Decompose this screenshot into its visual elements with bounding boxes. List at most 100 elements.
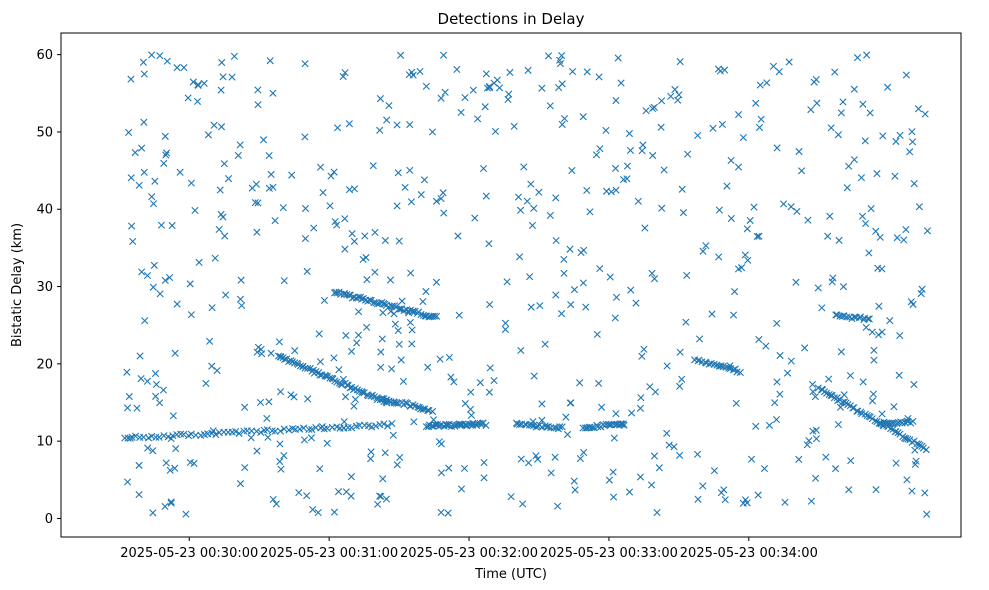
data-point-noise [457,108,465,116]
data-point-noise [576,379,584,387]
data-point-noise [536,302,544,310]
data-point-noise [126,434,134,442]
data-point-noise [650,103,658,111]
data-point-noise [386,276,395,284]
data-point-noise [152,392,160,400]
data-point-noise [845,486,853,494]
y-tick-label: 0 [45,512,53,527]
data-point-noise [752,422,760,430]
data-point-noise [812,435,821,443]
data-point-noise [439,189,447,197]
data-point-noise [482,70,490,78]
plot-frame [60,32,962,538]
data-point-track-flat-11-9 [558,423,566,431]
data-point-track-flat-11-9 [544,423,552,431]
data-point-noise [847,457,855,465]
data-point-noise [424,363,432,371]
data-point-noise [676,382,684,390]
data-point-noise [367,455,375,463]
data-point-noise [534,455,542,463]
data-point-noise [254,101,262,109]
data-point-noise [507,493,515,501]
data-point-noise [676,451,684,459]
data-point-noise [804,216,812,224]
data-point-noise [469,86,477,94]
data-point-noise [330,508,338,516]
data-point-noise [519,500,527,508]
data-point-noise [667,92,675,100]
data-point-noise [904,414,912,423]
data-point-noise [583,68,591,76]
data-point-noise [910,180,918,188]
data-point-noise [347,473,355,481]
data-point-noise [554,502,562,510]
data-point-noise [304,395,312,403]
data-point-noise [161,276,169,284]
data-point-noise [160,159,168,167]
data-point-noise [510,122,518,130]
data-point-noise [628,409,636,417]
data-point-noise [517,346,525,355]
data-point-noise [850,85,858,93]
y-tick-label: 30 [36,280,53,295]
data-point-noise [316,465,324,473]
data-point-noise [787,203,795,211]
data-point-noise [721,496,729,504]
data-point-noise [287,391,295,399]
data-point-noise [743,225,751,233]
data-point-noise [391,320,399,328]
data-point-track-flat-11-9 [556,423,564,431]
data-point-noise [419,297,427,306]
data-point-noise [301,60,309,68]
data-point-noise [407,269,415,277]
x-tick-label: 2025-05-23 00:33:00 [540,546,678,561]
x-axis-ticks: 2025-05-23 00:30:00 2025-05-23 00:31:00 20… [120,537,818,561]
data-point-noise [826,212,834,220]
data-point-noise [807,106,815,114]
data-point-noise [381,236,389,245]
data-point-track-slow-rise [384,422,392,430]
data-point-noise [596,264,604,273]
data-point-noise [793,207,801,216]
data-point-noise [831,465,840,473]
data-point-noise [310,224,318,232]
data-point-noise [480,458,488,467]
data-point-noise [560,255,568,264]
data-point-noise [495,84,504,92]
data-point-noise [755,123,764,132]
data-point-noise [479,164,488,173]
data-point-noise [230,52,238,60]
data-point-track-flat-12 [443,421,451,429]
data-point-noise [657,123,665,131]
data-point-noise [773,144,781,152]
data-point-noise [167,434,175,443]
data-point-noise [303,267,311,275]
data-point-noise [259,136,268,144]
data-point-track-late-descending [892,427,900,436]
data-point-track-slow-rise [372,422,380,430]
data-point-noise [140,70,148,78]
x-tick-label: 2025-05-23 00:30:00 [120,546,258,561]
data-point-noise [769,62,778,70]
data-point-noise [647,481,656,489]
data-point-noise [772,415,781,424]
data-point-noise [526,273,534,281]
data-point-noise [744,256,752,264]
data-point-track-descending-upper [396,305,405,313]
data-point-noise [836,403,845,411]
data-point-noise [265,151,273,160]
data-point-noise [731,288,739,296]
data-point-noise [609,468,617,476]
data-point-noise [649,151,657,160]
data-point-noise [309,505,317,514]
data-point-track-slow-rise [152,433,160,441]
data-point-noise [879,132,887,140]
data-point-noise [865,249,873,257]
data-point-track-slow-rise [388,420,396,428]
data-point-noise [461,399,469,408]
data-point-noise [538,416,546,424]
data-point-noise [371,228,379,237]
data-point-noise [162,151,170,159]
data-point-noise [915,203,923,211]
data-point-noise [870,356,878,364]
